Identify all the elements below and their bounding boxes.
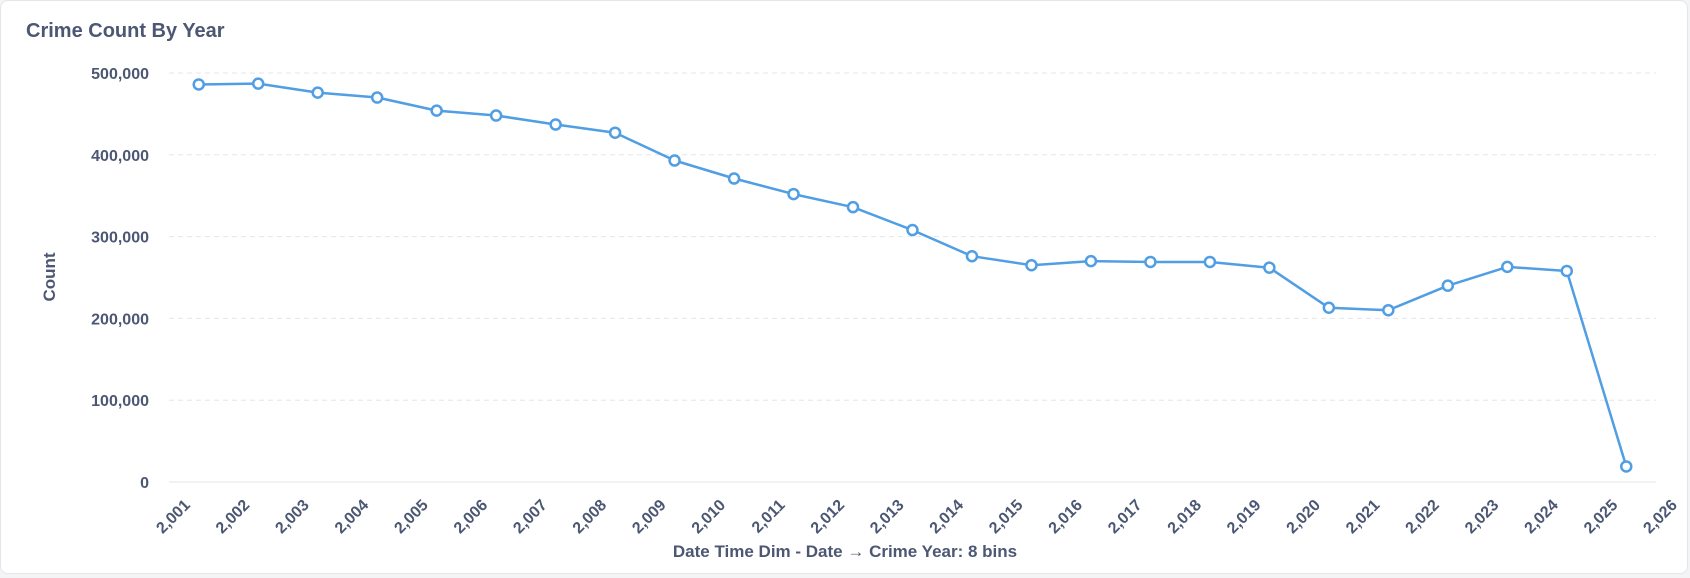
x-axis-label: Date Time Dim - Date → Crime Year: 8 bin… [673,542,1017,561]
x-tick-label: 2,002 [213,497,253,537]
data-point[interactable] [1501,260,1514,274]
x-tick-label: 2,007 [510,497,550,537]
x-axis-ticks: 2,001 2,002 2,003 2,004 2,005 2,006 2,007 2,008… [153,497,1680,537]
gridlines [169,72,1656,483]
series-layer [192,77,1633,473]
x-tick-label: 2,024 [1522,497,1562,537]
data-point[interactable] [1382,303,1395,317]
x-tick-label: 2,023 [1462,497,1502,537]
y-tick-label: 500,000 [91,66,149,83]
x-tick-label: 2,001 [153,497,193,537]
x-tick-label: 2,018 [1165,497,1205,537]
data-point[interactable] [1203,255,1217,269]
series-line [198,82,1628,467]
data-point[interactable] [430,104,443,117]
x-tick-label: 2,017 [1105,497,1145,537]
x-tick-label: 2,013 [867,497,907,537]
x-tick-label: 2,004 [332,497,372,537]
x-tick-label: 2,014 [927,497,967,537]
x-tick-label: 2,021 [1343,497,1383,537]
data-point[interactable] [787,187,800,201]
x-tick-label: 2,025 [1581,497,1621,537]
data-point[interactable] [549,118,562,131]
data-point[interactable] [1322,301,1336,315]
data-point[interactable] [965,249,979,263]
data-point[interactable] [846,200,860,214]
data-point[interactable] [668,154,681,167]
x-tick-label: 2,009 [629,497,669,537]
data-point[interactable] [311,86,324,99]
x-tick-label: 2,026 [1640,497,1680,537]
data-point[interactable] [1084,254,1098,268]
x-tick-label: 2,008 [570,497,610,537]
x-tick-label: 2,006 [451,497,491,537]
x-tick-label: 2,005 [391,497,431,537]
y-tick-label: 100,000 [91,393,149,410]
x-tick-label: 2,012 [808,497,848,537]
data-point[interactable] [1560,264,1574,278]
x-tick-label: 2,010 [689,497,729,537]
y-axis-label: Count [40,252,59,301]
data-point[interactable] [370,91,384,104]
chart-title[interactable]: Crime Count By Year [26,20,225,42]
data-point[interactable] [1620,460,1633,473]
x-tick-label: 2,020 [1284,497,1324,537]
data-point[interactable] [608,126,622,139]
data-point[interactable] [906,223,919,237]
data-point[interactable] [251,77,265,90]
x-tick-label: 2,015 [986,497,1026,537]
y-tick-label: 300,000 [91,230,149,247]
data-point[interactable] [489,109,503,122]
x-tick-label: 2,003 [272,497,312,537]
x-tick-label: 2,022 [1403,497,1443,537]
x-tick-label: 2,016 [1046,497,1086,537]
data-point[interactable] [727,172,741,185]
data-point[interactable] [1263,261,1276,274]
y-tick-label: 400,000 [91,148,149,165]
y-tick-label: 200,000 [91,311,149,328]
y-tick-label: 0 [140,475,149,492]
data-point[interactable] [1025,258,1038,272]
y-axis-ticks: 0 100,000 200,000 300,000 400,000 500,000 [91,66,149,492]
data-point[interactable] [1441,279,1455,292]
data-point[interactable] [1144,255,1157,269]
x-tick-label: 2,019 [1224,497,1264,537]
x-tick-label: 2,011 [749,497,789,537]
data-point[interactable] [192,78,205,91]
